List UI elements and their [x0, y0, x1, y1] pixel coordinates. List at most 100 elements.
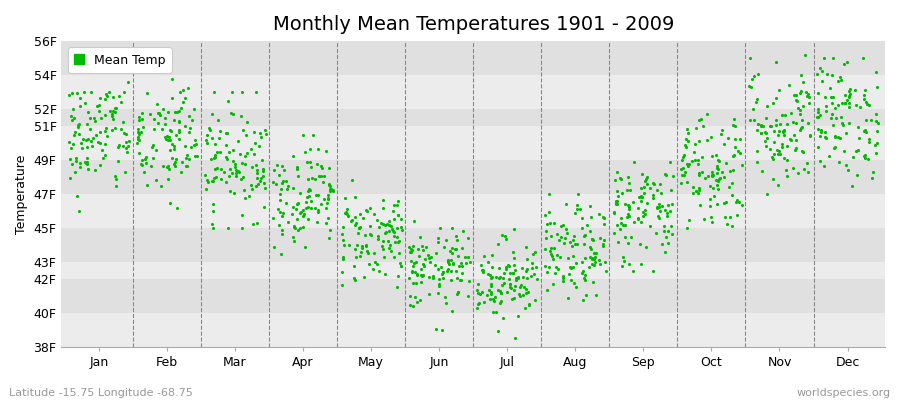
Point [759, 115, 773, 122]
Point [674, 166, 688, 172]
Point [444, 257, 458, 264]
Point [817, 55, 832, 61]
Point [477, 299, 491, 305]
Point [243, 146, 257, 152]
Point [253, 130, 267, 136]
Point [163, 137, 177, 144]
Point [791, 170, 806, 176]
Point [249, 89, 264, 95]
Point [598, 221, 612, 227]
Point [272, 172, 286, 178]
Point [310, 218, 324, 225]
Point [154, 183, 168, 190]
Point [497, 280, 511, 286]
Point [202, 125, 216, 131]
Point [97, 128, 112, 135]
Point [733, 150, 747, 156]
Point [771, 148, 786, 154]
Point [98, 152, 112, 158]
Point [675, 157, 689, 164]
Point [656, 228, 670, 234]
Point [229, 167, 243, 174]
Point [136, 124, 150, 130]
Point [359, 208, 374, 214]
Point [158, 120, 173, 127]
Point [394, 263, 409, 270]
Bar [61, 262, 885, 279]
Point [348, 220, 363, 226]
Point [175, 169, 189, 175]
Point [814, 78, 829, 84]
Point [688, 141, 703, 148]
Point [653, 190, 668, 196]
Point [306, 131, 320, 138]
Point [715, 168, 729, 175]
Point [679, 144, 693, 150]
Point [443, 248, 457, 254]
Point [650, 204, 664, 210]
Point [598, 259, 612, 266]
Point [436, 274, 450, 281]
Point [842, 94, 857, 100]
Point [579, 292, 593, 299]
Point [206, 89, 220, 95]
Point [719, 160, 733, 166]
Point [551, 266, 565, 272]
Point [786, 164, 800, 171]
Point [118, 169, 132, 175]
Point [326, 186, 340, 193]
Point [637, 190, 652, 196]
Point [574, 224, 589, 231]
Point [585, 255, 599, 261]
Point [77, 158, 92, 165]
Point [235, 212, 249, 218]
Point [292, 209, 307, 216]
Point [522, 301, 536, 307]
Point [518, 286, 533, 292]
Point [515, 265, 529, 271]
Point [281, 219, 295, 226]
Point [869, 128, 884, 135]
Point [414, 272, 428, 279]
Point [795, 148, 809, 154]
Point [711, 166, 725, 172]
Point [347, 214, 362, 220]
Point [864, 117, 878, 123]
Point [340, 206, 355, 212]
Point [658, 207, 672, 213]
Point [246, 221, 260, 228]
Point [390, 202, 404, 208]
Point [482, 287, 496, 293]
Point [219, 130, 233, 136]
Point [361, 250, 375, 256]
Point [84, 88, 98, 95]
Point [589, 254, 603, 261]
Point [414, 272, 428, 279]
Point [221, 149, 236, 155]
Point [592, 257, 607, 263]
Point [412, 234, 427, 240]
Point [766, 100, 780, 107]
Point [201, 179, 215, 186]
Point [687, 149, 701, 155]
Point [698, 174, 712, 181]
Point [336, 224, 350, 230]
Point [387, 253, 401, 260]
Point [432, 276, 446, 282]
Point [257, 185, 272, 191]
Point [376, 253, 391, 260]
Point [492, 274, 507, 280]
Point [786, 118, 800, 125]
Point [353, 211, 367, 218]
Point [862, 102, 877, 108]
Point [798, 89, 813, 95]
Point [272, 222, 286, 228]
Point [112, 142, 126, 149]
Point [93, 94, 107, 101]
Point [494, 290, 508, 296]
Point [239, 132, 254, 139]
Point [868, 118, 883, 125]
Point [567, 280, 581, 286]
Point [182, 156, 196, 162]
Point [297, 211, 311, 217]
